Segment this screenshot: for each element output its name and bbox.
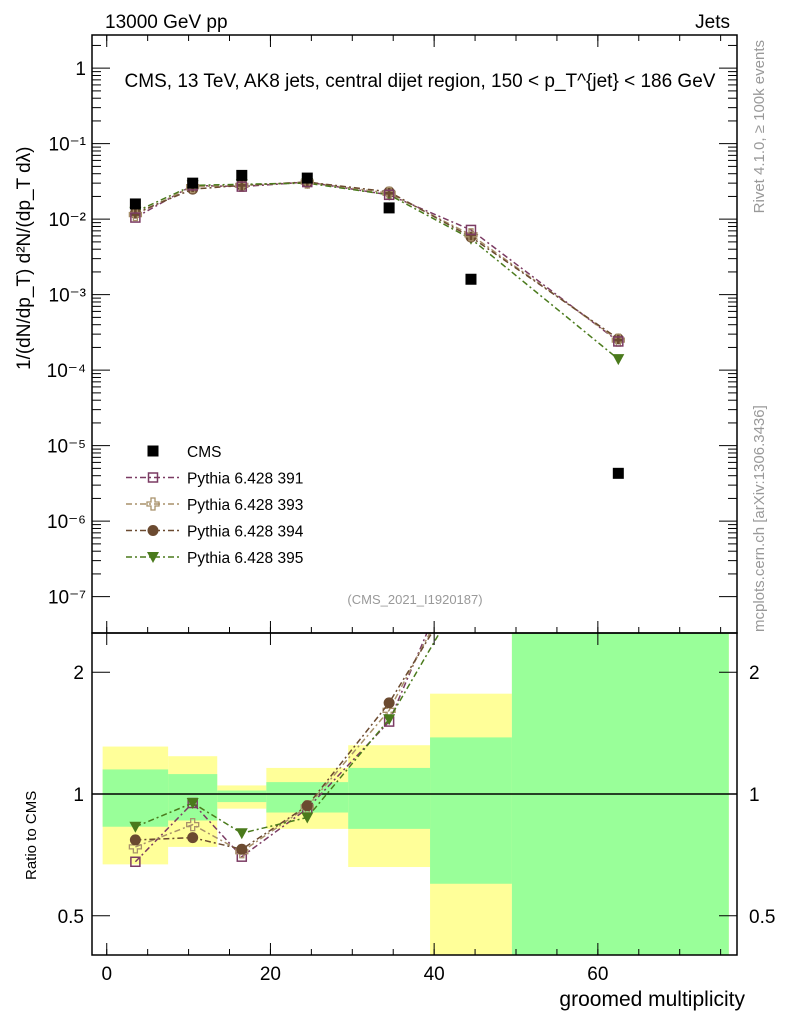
data-point (129, 198, 141, 210)
ratio-point (186, 798, 199, 810)
data-point (383, 189, 395, 201)
data-point (236, 181, 248, 192)
x-tick-label: 60 (587, 964, 608, 985)
ratio-line (135, 633, 441, 835)
legend-label: Pythia 6.428 391 (187, 471, 303, 488)
chart-title: CMS, 13 TeV, AK8 jets, central dijet reg… (125, 71, 716, 92)
header-right: Jets (695, 12, 730, 33)
ratio-point (383, 714, 396, 726)
rivet-label: Rivet 4.1.0, ≥ 100k events (751, 40, 768, 213)
data-point (301, 172, 313, 184)
x-tick-label: 0 (101, 964, 112, 985)
legend-marker (147, 445, 159, 457)
ratio-y-axis-label: Ratio to CMS (23, 791, 40, 880)
data-point (383, 202, 395, 214)
uncertainty-band-green (168, 774, 218, 821)
data-point (612, 354, 625, 366)
data-point (130, 212, 141, 223)
ratio-point (301, 812, 314, 824)
uncertainty-band-green (348, 767, 431, 829)
legend-label: CMS (187, 444, 221, 461)
x-tick-label: 40 (424, 964, 445, 985)
data-point (612, 467, 624, 479)
ratio-tick-label: 0.5 (58, 907, 84, 928)
legend-marker (146, 497, 160, 511)
y-tick-label: 10⁻⁶ (47, 512, 86, 533)
ratio-point (129, 821, 142, 833)
series-line (135, 181, 619, 343)
analysis-id: (CMS_2021_I1920187) (347, 592, 482, 607)
data-point (236, 169, 248, 181)
ratio-point (187, 832, 199, 844)
uncertainty-band-green (217, 790, 267, 803)
data-point (465, 224, 477, 236)
data-point (613, 336, 624, 347)
legend-entry: CMS (147, 444, 221, 461)
ratio-tick-label-right: 0.5 (749, 907, 775, 928)
data-point (187, 177, 199, 189)
legend-entry: Pythia 6.428 391 (126, 471, 303, 488)
main-frame (91, 34, 738, 634)
y-tick-label: 10⁻¹ (49, 135, 87, 156)
ratio-line (135, 633, 433, 851)
series-line (135, 181, 619, 340)
data-point (383, 186, 395, 198)
ratio-point (383, 697, 395, 709)
y-axis-label: 1/(dN/dp_T) d²N/(dp_T dλ) (14, 146, 35, 370)
y-tick-label: 10⁻² (49, 210, 87, 231)
mcplots-label: mcplots.cern.ch [arXiv:1306.3436] (751, 405, 768, 632)
ratio-line (135, 633, 431, 853)
x-tick-label: 20 (260, 964, 281, 985)
y-tick-label: 10⁻⁷ (48, 588, 86, 609)
ratio-point (130, 856, 141, 868)
legend-marker (147, 472, 159, 483)
ratio-tick-label-right: 2 (749, 663, 760, 684)
legend-marker (147, 525, 159, 536)
uncertainty-band-green (430, 737, 512, 884)
data-point (464, 228, 478, 242)
legend-marker (147, 552, 159, 563)
y-tick-label: 1 (75, 59, 86, 80)
ratio-point (129, 834, 141, 846)
header-left: 13000 GeV pp (105, 12, 228, 33)
legend-label: Pythia 6.428 393 (187, 497, 303, 514)
y-tick-label: 10⁻⁵ (47, 437, 86, 458)
ratio-tick-label: 2 (73, 663, 84, 684)
x-axis-label: groomed multiplicity (559, 988, 745, 1011)
series-line (135, 181, 619, 341)
ratio-point (186, 817, 200, 832)
uncertainty-band-green (102, 769, 169, 827)
legend-entry: Pythia 6.428 394 (126, 524, 304, 541)
legend-label: Pythia 6.428 394 (187, 524, 304, 541)
ratio-point (301, 800, 313, 812)
legend-entry: Pythia 6.428 393 (126, 497, 303, 514)
ratio-point (235, 828, 248, 840)
legend-label: Pythia 6.428 395 (187, 550, 303, 567)
ratio-tick-label: 1 (73, 785, 84, 806)
ratio-point (236, 843, 248, 855)
legend-entry: Pythia 6.428 395 (126, 550, 303, 567)
series-line (135, 182, 619, 360)
data-point (465, 273, 477, 285)
ratio-tick-label-right: 1 (749, 785, 760, 806)
y-tick-label: 10⁻³ (49, 286, 87, 307)
y-tick-label: 10⁻⁴ (47, 361, 86, 382)
